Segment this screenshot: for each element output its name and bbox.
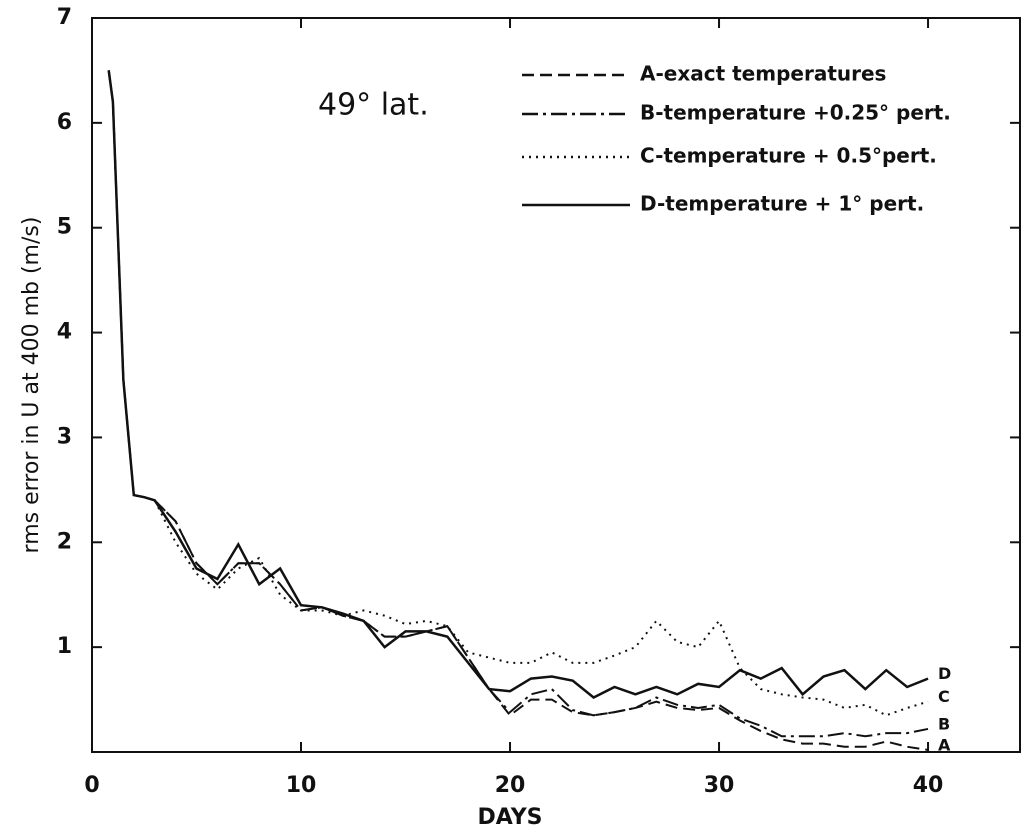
y-tick-label: 3 <box>57 424 72 449</box>
y-tick-label: 4 <box>57 320 72 345</box>
series-line <box>107 70 929 738</box>
y-tick-label: 5 <box>57 215 72 240</box>
legend-label: C-temperature + 0.5°pert. <box>640 144 937 168</box>
end-label: A <box>938 735 951 754</box>
series-line <box>107 70 929 699</box>
series-line <box>107 70 929 751</box>
x-axis-label: DAYS <box>478 805 543 830</box>
end-label: C <box>938 687 950 706</box>
y-axis-label: rms error in U at 400 mb (m/s) <box>19 217 44 554</box>
plot-frame <box>91 17 1021 753</box>
annotation: 49° lat. <box>318 88 429 123</box>
y-tick-label: 7 <box>57 5 72 30</box>
end-label: B <box>938 714 950 733</box>
x-tick-label: 40 <box>913 773 944 798</box>
x-tick-label: 0 <box>84 773 99 798</box>
y-tick-label: 2 <box>57 529 72 554</box>
legend-label: A-exact temperatures <box>640 62 886 86</box>
x-tick-label: 30 <box>704 773 735 798</box>
x-tick-label: 10 <box>286 773 317 798</box>
y-tick-label: 1 <box>57 634 72 659</box>
x-tick-label: 20 <box>495 773 526 798</box>
legend-label: D-temperature + 1° pert. <box>640 192 924 216</box>
y-tick-label: 6 <box>57 110 72 135</box>
series-line <box>107 70 929 717</box>
end-label: D <box>938 664 951 683</box>
legend-label: B-temperature +0.25° pert. <box>640 101 951 125</box>
